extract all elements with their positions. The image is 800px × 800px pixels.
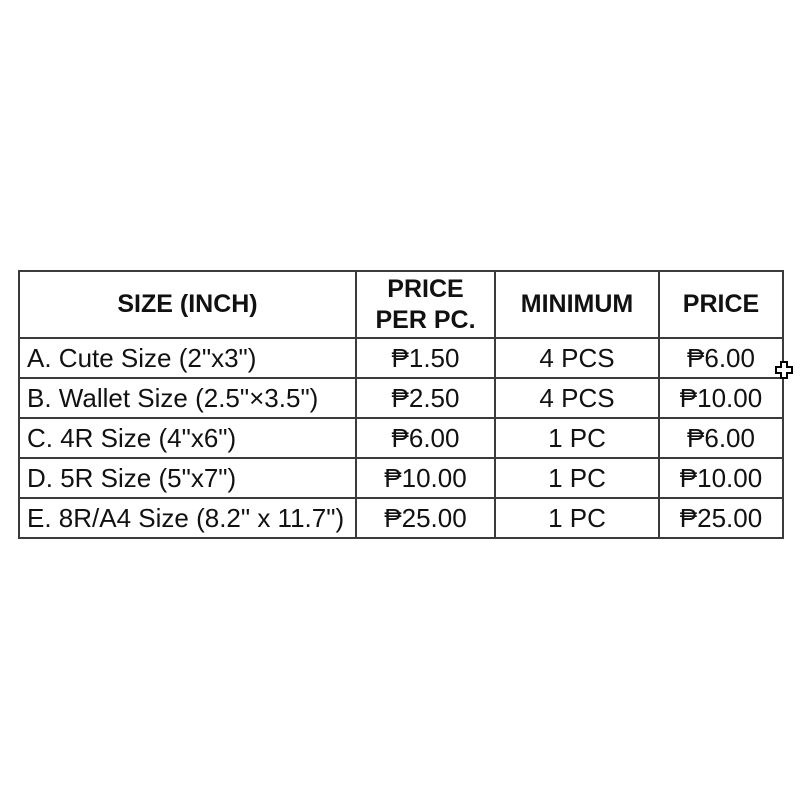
table-row: C. 4R Size (4"x6") ₱6.00 1 PC ₱6.00 (18, 417, 784, 459)
size-cell: D. 5R Size (5"x7") (18, 457, 357, 499)
column-header-size: SIZE (INCH) (18, 270, 357, 339)
minimum-cell: 1 PC (494, 497, 660, 539)
minimum-cell: 1 PC (494, 417, 660, 459)
size-cell: B. Wallet Size (2.5"×3.5") (18, 377, 357, 419)
price-cell: ₱6.00 (658, 337, 784, 379)
price-per-pc-cell: ₱1.50 (355, 337, 496, 379)
size-cell: C. 4R Size (4"x6") (18, 417, 357, 459)
table-row: E. 8R/A4 Size (8.2" x 11.7") ₱25.00 1 PC… (18, 497, 784, 539)
table-row: B. Wallet Size (2.5"×3.5") ₱2.50 4 PCS ₱… (18, 377, 784, 419)
minimum-cell: 4 PCS (494, 377, 660, 419)
price-per-pc-cell: ₱25.00 (355, 497, 496, 539)
minimum-cell: 1 PC (494, 457, 660, 499)
price-per-pc-cell: ₱10.00 (355, 457, 496, 499)
table-row: D. 5R Size (5"x7") ₱10.00 1 PC ₱10.00 (18, 457, 784, 499)
price-cell: ₱6.00 (658, 417, 784, 459)
table-row: A. Cute Size (2"x3") ₱1.50 4 PCS ₱6.00 (18, 337, 784, 379)
table-header-row: SIZE (INCH) PRICE PER PC. MINIMUM PRICE (18, 270, 784, 339)
price-table: SIZE (INCH) PRICE PER PC. MINIMUM PRICE … (18, 270, 784, 539)
price-per-pc-cell: ₱2.50 (355, 377, 496, 419)
price-cell: ₱10.00 (658, 457, 784, 499)
column-header-minimum: MINIMUM (494, 270, 660, 339)
column-header-price-per-pc: PRICE PER PC. (355, 270, 496, 339)
column-header-price: PRICE (658, 270, 784, 339)
size-cell: A. Cute Size (2"x3") (18, 337, 357, 379)
price-per-pc-cell: ₱6.00 (355, 417, 496, 459)
size-cell: E. 8R/A4 Size (8.2" x 11.7") (18, 497, 357, 539)
minimum-cell: 4 PCS (494, 337, 660, 379)
price-cell: ₱10.00 (658, 377, 784, 419)
price-cell: ₱25.00 (658, 497, 784, 539)
